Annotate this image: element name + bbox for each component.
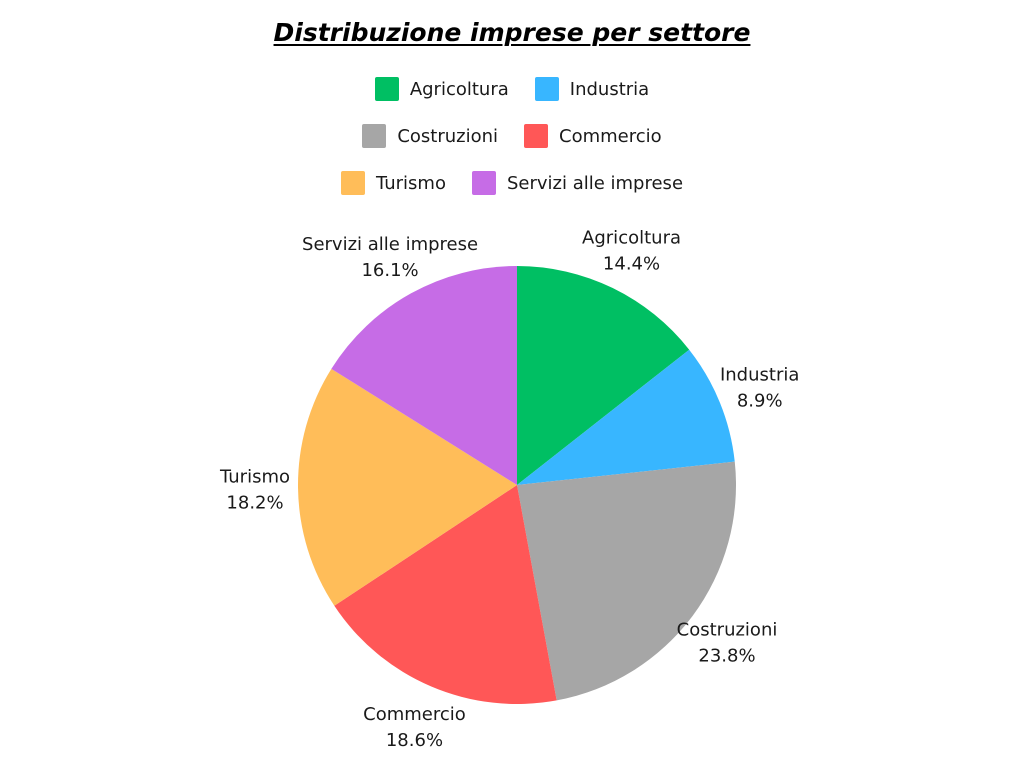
slice-label-value-industria: 8.9% [737, 390, 783, 411]
pie-slice-agricoltura [517, 266, 690, 485]
legend-label-servizi: Servizi alle imprese [506, 172, 684, 194]
pie-slice-turismo [298, 368, 517, 606]
legend-item-servizi: Servizi alle imprese [471, 171, 684, 195]
legend-swatch-commercio [524, 124, 549, 148]
legend-label-agricoltura: Agricoltura [409, 78, 509, 100]
legend-swatch-agricoltura [374, 77, 399, 101]
legend-item-industria: Industria [534, 77, 650, 101]
legend-row: Turismo Servizi alle imprese [0, 168, 1024, 198]
legend-item-commercio: Commercio [524, 124, 662, 148]
slice-label-name-servizi-alle-imprese: Servizi alle imprese [302, 234, 478, 255]
legend-swatch-turismo [340, 171, 365, 195]
chart-legend: Agricoltura Industria Costruzioni Commer… [0, 74, 1024, 215]
legend-label-costruzioni: Costruzioni [397, 125, 499, 147]
slice-label-name-costruzioni: Costruzioni [677, 620, 778, 641]
pie-slice-costruzioni [517, 461, 737, 701]
slice-label-value-servizi-alle-imprese: 16.1% [361, 260, 418, 281]
legend-item-turismo: Turismo [340, 171, 446, 195]
slice-label-name-agricoltura: Agricoltura [582, 227, 681, 248]
pie-slice-servizi-alle-imprese [331, 266, 517, 485]
pie-slice-industria [517, 349, 735, 485]
legend-item-agricoltura: Agricoltura [374, 77, 509, 101]
legend-label-commercio: Commercio [559, 125, 662, 147]
slice-label-value-turismo: 18.2% [226, 492, 283, 513]
slice-label-value-commercio: 18.6% [386, 730, 443, 751]
legend-item-costruzioni: Costruzioni [362, 124, 498, 148]
legend-swatch-servizi [471, 171, 496, 195]
chart-title: Distribuzione imprese per settore [273, 18, 751, 47]
legend-label-industria: Industria [569, 78, 650, 100]
legend-row: Agricoltura Industria [0, 74, 1024, 104]
legend-label-turismo: Turismo [375, 172, 446, 194]
slice-label-name-commercio: Commercio [363, 704, 466, 725]
legend-swatch-costruzioni [362, 124, 387, 148]
slice-label-value-costruzioni: 23.8% [698, 646, 755, 667]
legend-swatch-industria [534, 77, 559, 101]
pie-slice-commercio [334, 485, 557, 704]
legend-row: Costruzioni Commercio [0, 121, 1024, 151]
slice-label-value-agricoltura: 14.4% [603, 253, 660, 274]
slice-label-name-turismo: Turismo [219, 466, 290, 487]
slice-label-name-industria: Industria [720, 364, 799, 385]
